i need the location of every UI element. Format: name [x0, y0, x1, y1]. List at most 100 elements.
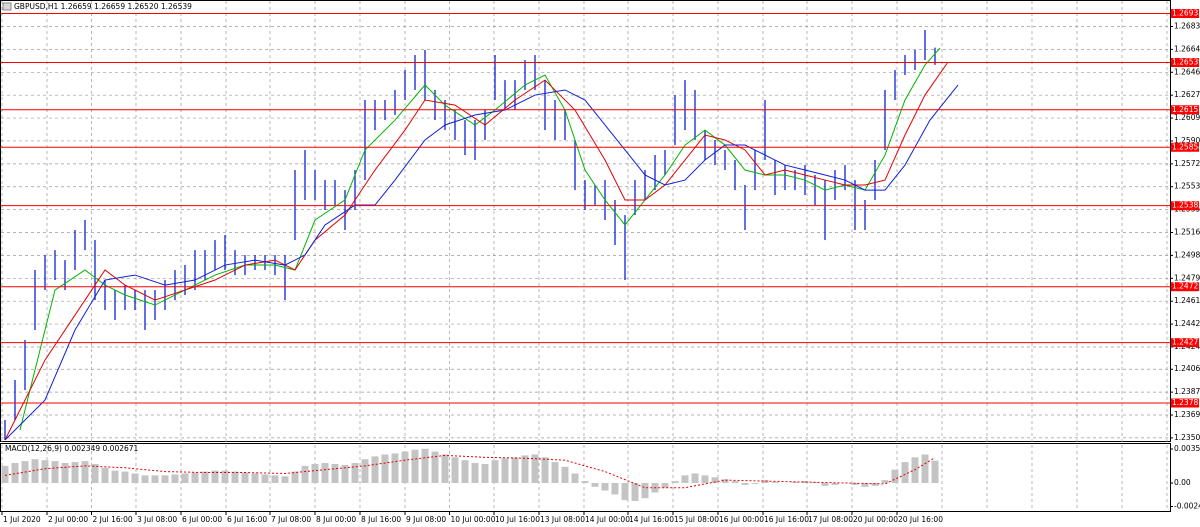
x-tick-label: 2 Jul 00:00 [48, 515, 88, 524]
macd-histogram-bar [281, 476, 289, 483]
macd-histogram-bar [461, 460, 469, 483]
macd-histogram-bar [591, 482, 599, 487]
macd-histogram-bar [261, 474, 269, 483]
macd-histogram-bar [131, 473, 139, 483]
macd-histogram-bar [11, 463, 19, 483]
macd-histogram-bar [41, 460, 49, 483]
x-tick-label: 2 Jul 16:00 [93, 515, 133, 524]
macd-histogram-bar [601, 482, 609, 491]
x-tick-label: 8 Jul 16:00 [361, 515, 401, 524]
moving-average-line [4, 84, 959, 441]
y-tick-label: 0.003574 [1174, 444, 1200, 453]
level-label-box [1171, 105, 1199, 115]
level-label: 1.23787 [1172, 398, 1200, 407]
macd-histogram-bar [891, 469, 899, 483]
x-tick-label: 20 Jul 00:00 [853, 515, 898, 524]
macd-histogram-bar [471, 463, 479, 483]
y-tick-label: 1.23875 [1174, 387, 1200, 396]
macd-histogram-bar [681, 475, 689, 483]
macd-histogram-bar [581, 481, 589, 483]
macd-histogram-bar [101, 467, 109, 483]
main-panel [0, 0, 1171, 442]
x-tick-label: 1 Jul 2020 [3, 515, 41, 524]
macd-histogram-bar [31, 459, 39, 483]
macd-histogram-bar [661, 482, 669, 488]
x-tick-label: 8 Jul 00:00 [316, 515, 356, 524]
macd-histogram-bar [361, 459, 369, 483]
y-tick-label: 1.26645 [1174, 44, 1200, 53]
level-label-box [1171, 9, 1199, 19]
macd-histogram-bar [621, 482, 629, 501]
macd-histogram-bar [391, 453, 399, 483]
macd-histogram-bar [831, 482, 839, 485]
level-label: 1.24275 [1172, 338, 1200, 347]
y-tick-label: 1.26460 [1174, 67, 1200, 76]
macd-histogram-bar [771, 482, 779, 483]
macd-histogram-bar [791, 482, 799, 483]
macd-histogram-bar [161, 475, 169, 483]
macd-panel [0, 443, 1171, 512]
y-tick-label: 1.25165 [1174, 228, 1200, 237]
macd-histogram-bar [411, 449, 419, 483]
x-tick-label: 14 Jul 00:00 [585, 515, 630, 524]
macd-histogram-bar [171, 474, 179, 483]
level-label-box [1171, 201, 1199, 211]
macd-histogram-bar [641, 482, 649, 499]
macd-histogram-bar [291, 471, 299, 483]
macd-histogram-bar [931, 460, 939, 483]
macd-histogram-bar [91, 463, 99, 483]
macd-histogram-bar [431, 451, 439, 483]
macd-histogram-bar [611, 482, 619, 495]
labels: 1 Jul 2020 2 Jul 00:00 2 Jul 16:00 3 Jul 08… [3, 9, 1200, 524]
y-tick-label: 1.26090 [1174, 113, 1200, 122]
macd-histogram-bar [481, 463, 489, 483]
macd-histogram-bar [381, 454, 389, 483]
macd-histogram-bar [141, 475, 149, 483]
x-tick-label: 15 Jul 08:00 [674, 515, 719, 524]
macd-histogram-bar [881, 480, 889, 483]
macd-histogram-bar [71, 462, 79, 483]
macd-histogram-bar [531, 454, 539, 483]
macd-histogram-bar [421, 448, 429, 483]
macd-histogram-bar [561, 466, 569, 483]
macd-histogram-bar [301, 465, 309, 483]
macd-histogram-bar [321, 463, 329, 483]
macd-histogram-bar [81, 461, 89, 483]
y-tick-label: 1.25905 [1174, 136, 1200, 145]
macd-histogram-bar [571, 473, 579, 483]
y-tick-label: 1.24060 [1174, 364, 1200, 373]
y-tick-label: 1.24795 [1174, 273, 1200, 282]
macd-histogram-bar [371, 456, 379, 483]
x-tick-label: 3 Jul 08:00 [137, 515, 177, 524]
macd-histogram-bar [61, 463, 69, 483]
macd-histogram-bar [201, 471, 209, 483]
macd-histogram-bar [351, 463, 359, 483]
x-tick-label: 17 Jul 08:00 [808, 515, 853, 524]
macd-histogram-bar [861, 482, 869, 487]
x-tick-label: 6 Jul 00:00 [182, 515, 222, 524]
moving-average-line [19, 47, 941, 431]
level-label: 1.24727 [1172, 282, 1200, 291]
grid [1, 1, 1173, 515]
level-label-box [1171, 398, 1199, 408]
macd-histogram-bar [111, 470, 119, 483]
macd-histogram-bar [801, 481, 809, 483]
macd-histogram-bar [211, 470, 219, 483]
macd-histogram-bar [231, 471, 239, 483]
y-tick-label: 1.24610 [1174, 296, 1200, 305]
x-tick-label: 16 Jul 00:00 [719, 515, 764, 524]
macd-histogram-bar [311, 463, 319, 483]
macd-histogram-bar [691, 473, 699, 483]
chart-title: GBPUSD,H1 1.26659 1.26659 1.26520 1.2653… [14, 2, 192, 11]
y-tick-label: 1.23505 [1174, 433, 1200, 442]
y-tick-label: 1.24980 [1174, 250, 1200, 259]
level-label: 1.25854 [1172, 142, 1200, 151]
level-label: 1.26935 [1172, 9, 1200, 18]
marks [1, 13, 1170, 502]
level-label-box [1171, 142, 1199, 152]
macd-histogram-bar [751, 482, 759, 484]
macd-histogram-bar [711, 477, 719, 483]
x-tick-label: 10 Jul 16:00 [495, 515, 540, 524]
y-tick-label: 1.26275 [1174, 90, 1200, 99]
